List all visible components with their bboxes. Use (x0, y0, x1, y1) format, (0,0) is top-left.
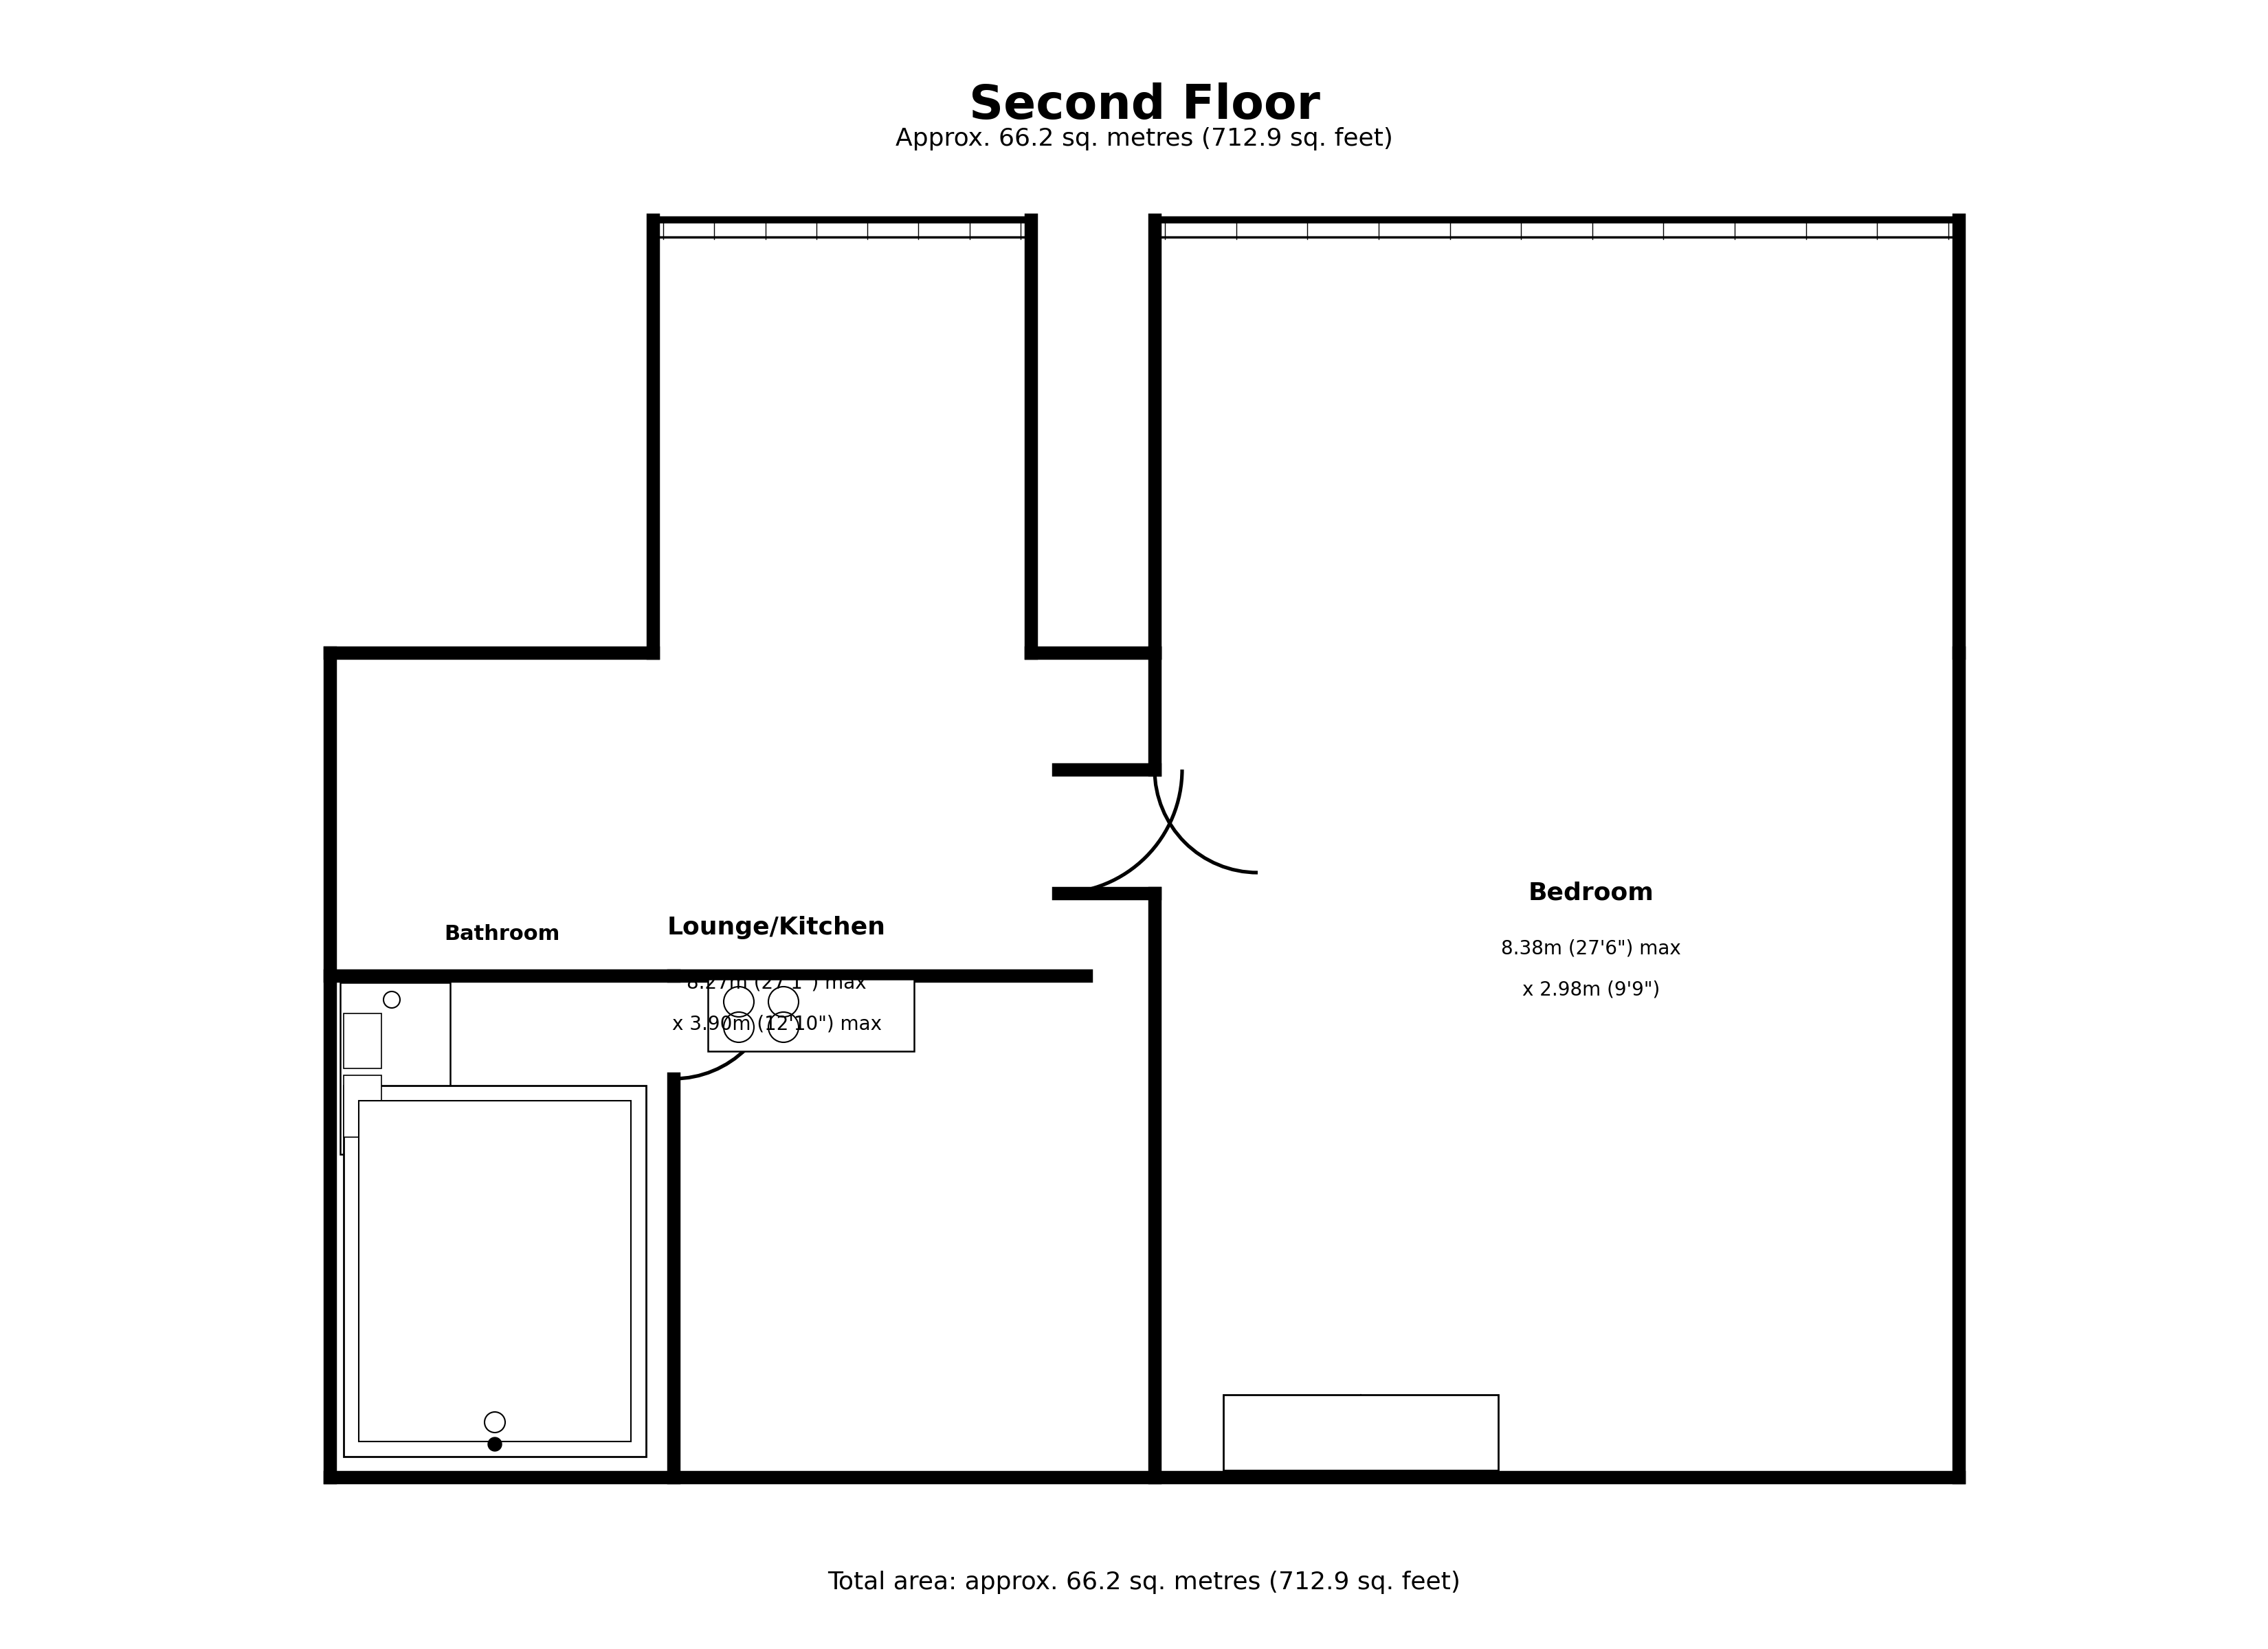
Circle shape (488, 1438, 501, 1451)
Bar (1222, 1395, 1499, 1471)
Bar (340, 983, 449, 1154)
Bar (345, 1014, 381, 1069)
Text: 8.38m (27'6") max: 8.38m (27'6") max (1501, 938, 1681, 958)
Text: x 3.90m (12'10") max: x 3.90m (12'10") max (671, 1014, 882, 1034)
Text: x 2.98m (9'9"): x 2.98m (9'9") (1522, 980, 1660, 999)
Text: 8.27m (27'1") max: 8.27m (27'1") max (687, 973, 866, 993)
Bar (345, 1085, 646, 1456)
Bar (708, 980, 914, 1052)
Text: Approx. 66.2 sq. metres (712.9 sq. feet): Approx. 66.2 sq. metres (712.9 sq. feet) (896, 127, 1393, 150)
Text: Total area: approx. 66.2 sq. metres (712.9 sq. feet): Total area: approx. 66.2 sq. metres (712… (828, 1570, 1461, 1595)
Bar (345, 1075, 381, 1138)
Text: Lounge/Kitchen: Lounge/Kitchen (667, 915, 887, 940)
Text: Second Floor: Second Floor (968, 82, 1320, 129)
Text: Bathroom: Bathroom (445, 925, 560, 945)
Bar (358, 1102, 631, 1441)
Text: Bedroom: Bedroom (1529, 882, 1653, 905)
